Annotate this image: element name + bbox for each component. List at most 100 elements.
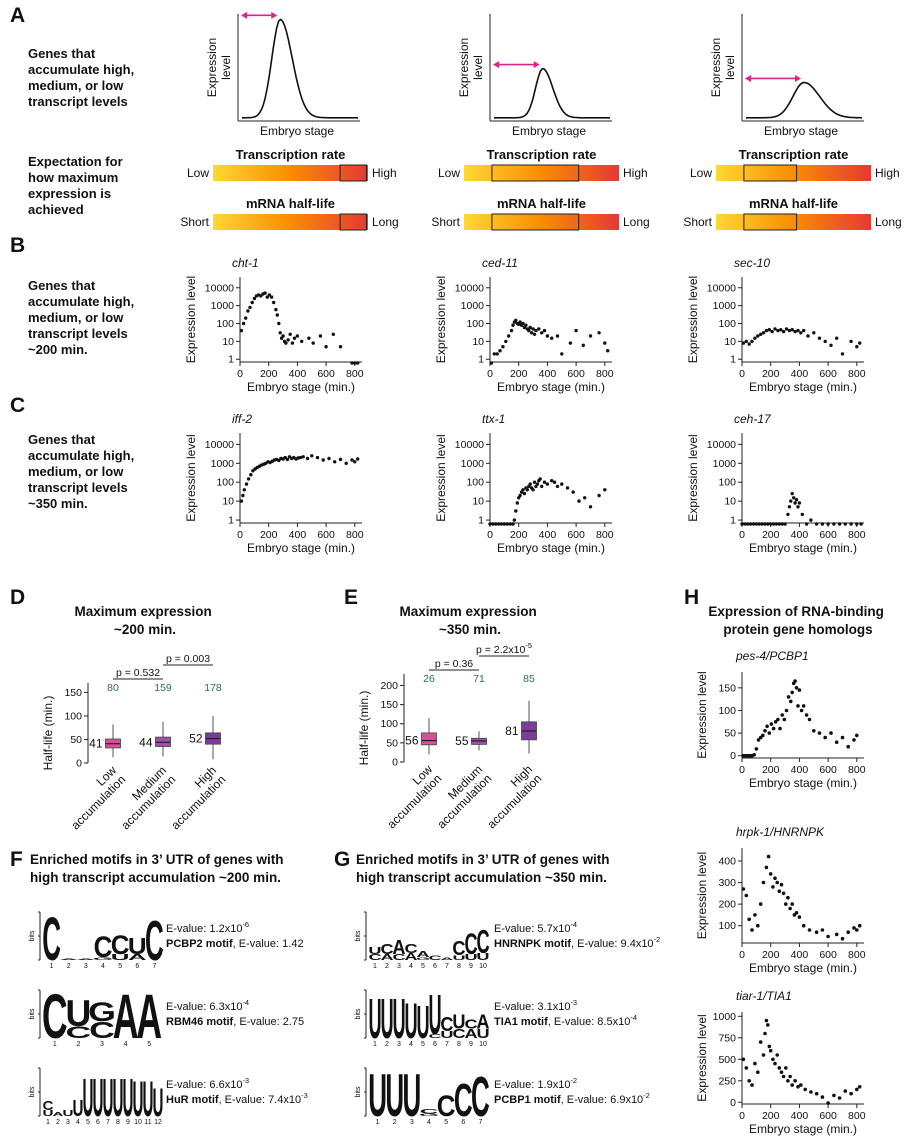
data-point	[353, 361, 357, 365]
logo-letter: C	[476, 923, 489, 960]
data-point	[298, 455, 302, 460]
data-point	[315, 455, 320, 460]
data-point	[528, 325, 532, 330]
logo-letter: A	[392, 937, 405, 959]
x-tick-label: 600	[819, 368, 837, 380]
y-tick-label: 10	[724, 496, 736, 508]
x-tick-label: 800	[848, 1110, 866, 1122]
count-label: 159	[154, 682, 172, 694]
motif-evalue-exp: -4	[242, 998, 249, 1007]
data-point	[750, 339, 754, 344]
bits-label: bits	[355, 1086, 362, 1097]
data-point	[581, 343, 585, 347]
panel-a-row2-line3: expression is	[28, 186, 111, 201]
data-point	[766, 1023, 770, 1027]
data-point	[786, 895, 790, 900]
x-tick-label: 400	[791, 949, 809, 961]
panel-c-row-label: Genes that accumulate high, medium, or l…	[28, 432, 138, 511]
data-point	[534, 328, 538, 333]
data-point	[807, 717, 812, 722]
data-point	[775, 880, 779, 885]
panel-d-title-line2: ~200 min.	[114, 622, 176, 637]
data-point	[509, 328, 514, 333]
data-point	[801, 704, 806, 708]
y-tick-label: 10	[724, 336, 736, 348]
p-value-1: p = 0.36	[435, 658, 473, 670]
data-point	[545, 482, 550, 486]
data-point	[491, 522, 495, 526]
panel-a-row2-label: Expectation for how maximum expression i…	[28, 154, 126, 217]
y-tick-label: 100	[718, 920, 736, 932]
data-point	[773, 1061, 777, 1066]
panel-h-title-line2: protein gene homologs	[723, 622, 872, 637]
data-point	[754, 522, 759, 526]
data-point	[524, 323, 528, 327]
x-tick-label: 600	[819, 949, 837, 961]
p-value-2-base: p = 0.003	[166, 653, 210, 665]
p-value-2-base: p = 2.2x10	[476, 644, 525, 656]
logo-letter: C	[145, 910, 164, 973]
data-point	[784, 1066, 788, 1070]
x-axis-label: Embryo stage (min.)	[247, 380, 355, 394]
x-tick-label: 600	[317, 529, 335, 541]
logo-letter: U	[83, 1070, 94, 1128]
data-point	[786, 512, 790, 517]
data-point	[801, 923, 806, 928]
panel-a-row2-line1: Expectation for	[28, 154, 123, 169]
motif-reference: HNRNPK motif, E-value: 9.4x10-2	[494, 935, 660, 950]
logo-position: 8	[457, 1041, 461, 1048]
expression-curve	[242, 18, 358, 119]
arrow-head-right	[533, 61, 540, 69]
data-point	[796, 328, 800, 333]
data-point	[505, 522, 509, 526]
gene-name: ttx-1	[482, 412, 505, 426]
data-point	[550, 479, 554, 483]
motif-evalue-base: E-value: 1.9x10	[494, 1079, 570, 1091]
data-point	[840, 936, 845, 941]
logo-letter: U	[93, 1070, 104, 1128]
data-point	[542, 328, 547, 333]
expression-curve	[494, 67, 610, 119]
logo-letter: U	[403, 1061, 422, 1128]
data-point	[333, 460, 337, 464]
logo-letter: C	[404, 942, 418, 956]
data-point	[829, 731, 833, 735]
logo-letter: U	[153, 1082, 164, 1126]
logo-letter: U	[368, 1061, 387, 1128]
logo-letter: U	[452, 1012, 465, 1034]
logo-position: 7	[106, 1119, 110, 1126]
data-point	[789, 699, 793, 704]
logo-position: 6	[433, 1041, 437, 1048]
transcription-high-label: High	[623, 166, 648, 180]
data-point	[812, 729, 816, 733]
motif-evalue: E-value: 1.2x10-6	[166, 920, 249, 935]
panel-a-row1-line3: medium, or low	[28, 78, 124, 93]
panel-f: F Enriched motifs in 3’ UTR of genes wit…	[10, 848, 284, 885]
data-point	[775, 1053, 779, 1057]
data-point	[538, 477, 542, 481]
logo-letter: U	[392, 987, 405, 1050]
data-point	[823, 735, 827, 740]
data-point	[834, 740, 839, 744]
x-tick-label: 0	[739, 368, 745, 380]
data-point	[796, 1085, 800, 1089]
y-tick-label: 10	[472, 336, 484, 348]
data-point	[806, 334, 810, 338]
x-tick-label: 600	[819, 1110, 837, 1122]
logo-letter: C	[380, 942, 393, 958]
data-point	[269, 295, 274, 299]
motif-evalue: E-value: 1.9x10-2	[494, 1076, 577, 1091]
data-point	[837, 1096, 842, 1100]
data-point	[835, 336, 839, 340]
y-tick-label: 100	[466, 318, 484, 330]
data-point	[855, 733, 859, 738]
data-point	[756, 334, 760, 338]
data-point	[310, 454, 314, 458]
gene-name: cht-1	[232, 256, 259, 270]
data-point	[767, 328, 771, 332]
logo-letter: U	[476, 1027, 489, 1041]
data-point	[790, 328, 794, 332]
